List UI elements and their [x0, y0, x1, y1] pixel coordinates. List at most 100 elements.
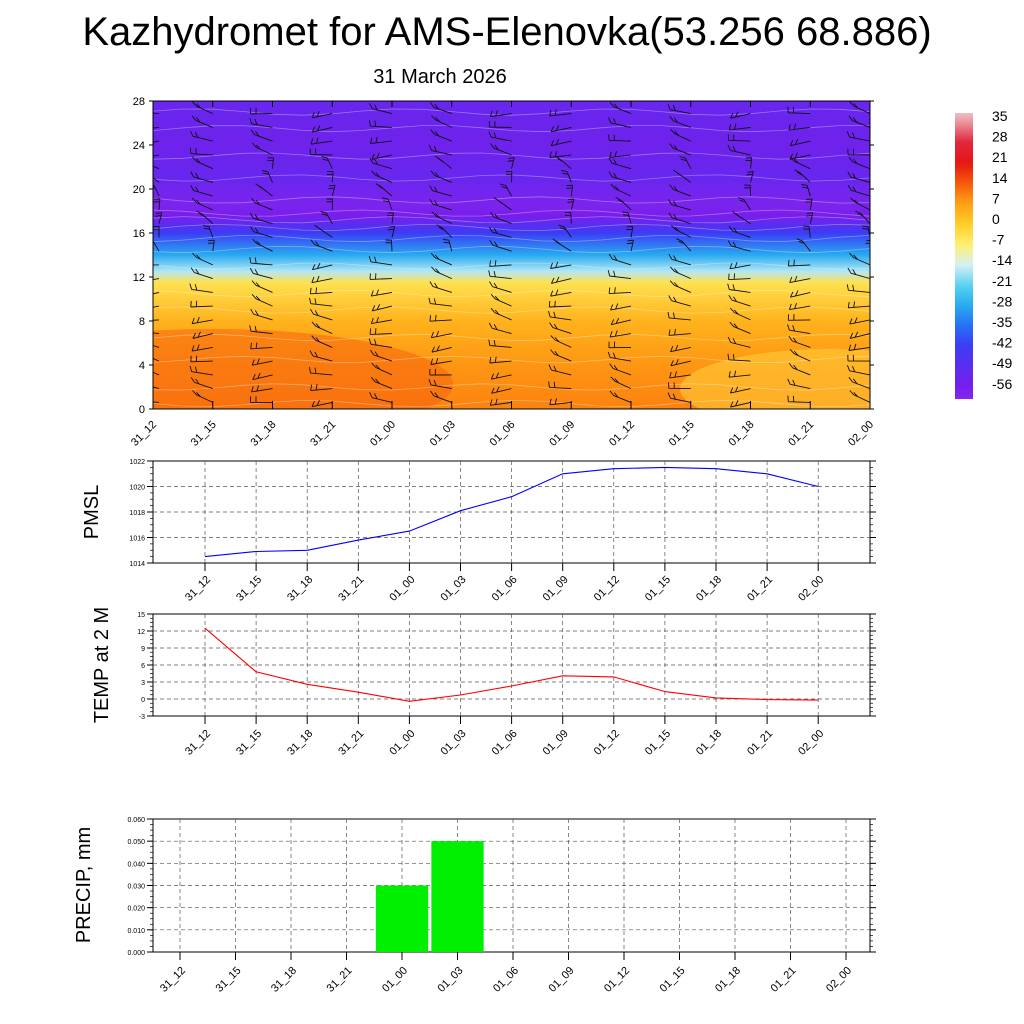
wind-barb	[670, 225, 692, 238]
x-tick-label: 01_15	[643, 574, 673, 604]
wind-barb	[429, 185, 452, 197]
x-tick-label: 31_12	[183, 574, 213, 604]
wind-barb	[670, 359, 691, 367]
wind-barb	[252, 372, 273, 381]
wind-barb	[189, 365, 213, 376]
wind-barb	[311, 125, 333, 133]
wind-barb	[507, 157, 515, 169]
wind-barb	[428, 144, 452, 156]
wind-barb	[849, 101, 870, 115]
precip-bar	[375, 885, 429, 952]
x-tick-label: 31_15	[234, 574, 264, 604]
wind-barb	[192, 101, 213, 115]
wind-barb	[310, 384, 333, 392]
wind-barb	[847, 267, 870, 280]
y-tick-label: 1018	[129, 510, 145, 517]
wind-barb	[311, 111, 333, 119]
cross-section-panel: 0 4 8 12 16 20 24 28 31_12 31_15 31_18 31_21 01_00 01…	[129, 96, 876, 449]
wind-barb	[789, 138, 811, 147]
wind-barb	[794, 169, 811, 183]
x-tick-label: 01_09	[541, 574, 571, 604]
y-tick-label: 0.040	[127, 861, 145, 868]
wind-barb	[550, 349, 572, 362]
wind-barb	[847, 171, 870, 183]
wind-barb	[309, 297, 333, 307]
wind-barb	[670, 344, 691, 353]
wind-barb	[789, 275, 811, 284]
wind-barb	[191, 115, 213, 128]
wind-barb	[250, 129, 273, 142]
wind-barb	[153, 386, 160, 390]
wind-barb	[550, 289, 572, 297]
x-tick-label: 01_21	[769, 965, 799, 995]
y-tick-label: 12	[137, 629, 145, 636]
wind-barb	[488, 322, 512, 335]
wind-barb	[190, 267, 213, 280]
wind-barb	[668, 212, 691, 225]
wind-barb	[370, 316, 393, 325]
wind-barb	[153, 345, 160, 348]
wind-barb	[310, 308, 333, 321]
wind-barb	[190, 300, 213, 308]
wind-barb	[429, 368, 452, 376]
wind-barb	[608, 171, 632, 183]
wind-barb	[371, 304, 393, 312]
wind-barbs	[153, 101, 870, 408]
y-tick-label: 0.000	[127, 950, 145, 957]
wind-barb	[192, 331, 213, 339]
wind-barb	[609, 101, 632, 115]
wind-barb	[369, 103, 393, 115]
x-tick-label: 01_03	[439, 728, 469, 758]
y-tick-label: 24	[133, 140, 145, 152]
wind-barb	[430, 170, 452, 183]
x-tick-label: 01_12	[607, 419, 637, 449]
wind-barb	[190, 185, 213, 197]
wind-barb	[610, 183, 632, 197]
wind-barb	[369, 157, 393, 170]
wind-barb	[249, 257, 273, 266]
x-tick-label: 31_21	[336, 574, 366, 604]
wind-barb	[191, 197, 213, 211]
wind-barb	[249, 267, 273, 280]
wind-barb	[326, 170, 334, 183]
wind-barb	[788, 363, 811, 376]
wind-barb	[670, 128, 691, 142]
wind-barb	[847, 184, 870, 197]
wind-barb	[153, 112, 160, 115]
wind-barb	[490, 307, 512, 321]
y-tick-label: 1022	[129, 459, 145, 466]
wind-barb	[609, 390, 632, 403]
x-tick-label: 01_12	[602, 965, 632, 995]
colorbar-label: 21	[992, 149, 1008, 165]
wind-barb	[490, 372, 512, 380]
wind-barb	[789, 290, 811, 298]
wind-barb	[789, 348, 811, 362]
wind-barb	[610, 317, 632, 326]
wind-barb	[250, 107, 273, 115]
wind-barb	[608, 117, 632, 128]
wind-barb	[846, 365, 870, 376]
wind-barb	[189, 130, 213, 142]
page-title: Kazhydromet for AMS-Elenovka(53.256 68.8…	[82, 10, 932, 54]
temp-panel: -3 0 3 6 9 12 15 31_12 31_15 31_18 31_21 01_00 01_03…	[91, 607, 876, 758]
wind-barb	[309, 350, 333, 362]
wind-barb	[848, 376, 870, 390]
wind-barb	[153, 371, 160, 376]
wind-barb	[727, 144, 751, 156]
y-tick-label: 0.010	[127, 928, 145, 935]
wind-barb	[787, 378, 811, 390]
wind-barb	[607, 351, 632, 362]
wind-barb	[499, 183, 512, 197]
wind-barb	[371, 362, 393, 376]
wind-barb	[610, 376, 632, 390]
x-tick-label: 01_00	[387, 574, 417, 604]
y-tick-label: 12	[133, 272, 145, 284]
x-tick-label: 31_12	[158, 965, 188, 995]
wind-barb	[727, 336, 751, 348]
wind-barb	[552, 238, 572, 252]
wind-barb	[192, 252, 213, 266]
wind-barb	[153, 332, 160, 335]
wind-barb	[370, 376, 393, 390]
wind-barb	[434, 155, 453, 170]
x-tick-label: 01_21	[745, 574, 775, 604]
